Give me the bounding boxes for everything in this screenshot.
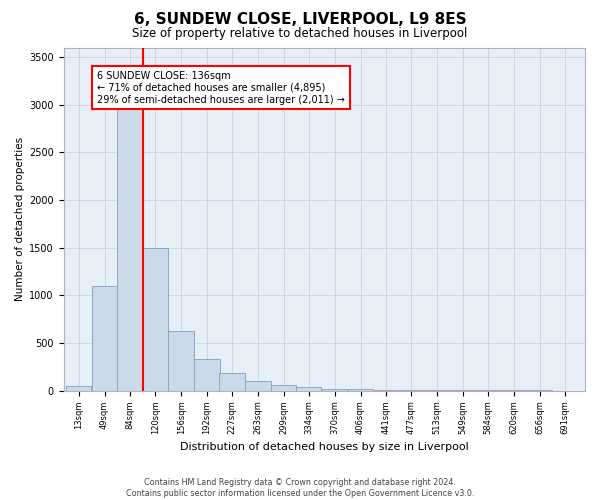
Text: Contains HM Land Registry data © Crown copyright and database right 2024.
Contai: Contains HM Land Registry data © Crown c… (126, 478, 474, 498)
Bar (245, 381, 271, 390)
Text: 6, SUNDEW CLOSE, LIVERPOOL, L9 8ES: 6, SUNDEW CLOSE, LIVERPOOL, L9 8ES (134, 12, 466, 28)
Bar (169, 331, 194, 390)
Text: Size of property relative to detached houses in Liverpool: Size of property relative to detached ho… (133, 28, 467, 40)
Bar (92, 286, 117, 391)
Y-axis label: Number of detached properties: Number of detached properties (15, 137, 25, 301)
Bar (194, 359, 220, 390)
Bar (117, 104, 142, 391)
Bar (143, 248, 168, 390)
X-axis label: Distribution of detached houses by size in Liverpool: Distribution of detached houses by size … (180, 442, 469, 452)
Bar (219, 373, 245, 390)
Text: 6 SUNDEW CLOSE: 136sqm
← 71% of detached houses are smaller (4,895)
29% of semi-: 6 SUNDEW CLOSE: 136sqm ← 71% of detached… (97, 72, 345, 104)
Bar (66, 386, 91, 390)
Bar (322, 388, 347, 390)
Bar (271, 385, 296, 390)
Bar (296, 387, 322, 390)
